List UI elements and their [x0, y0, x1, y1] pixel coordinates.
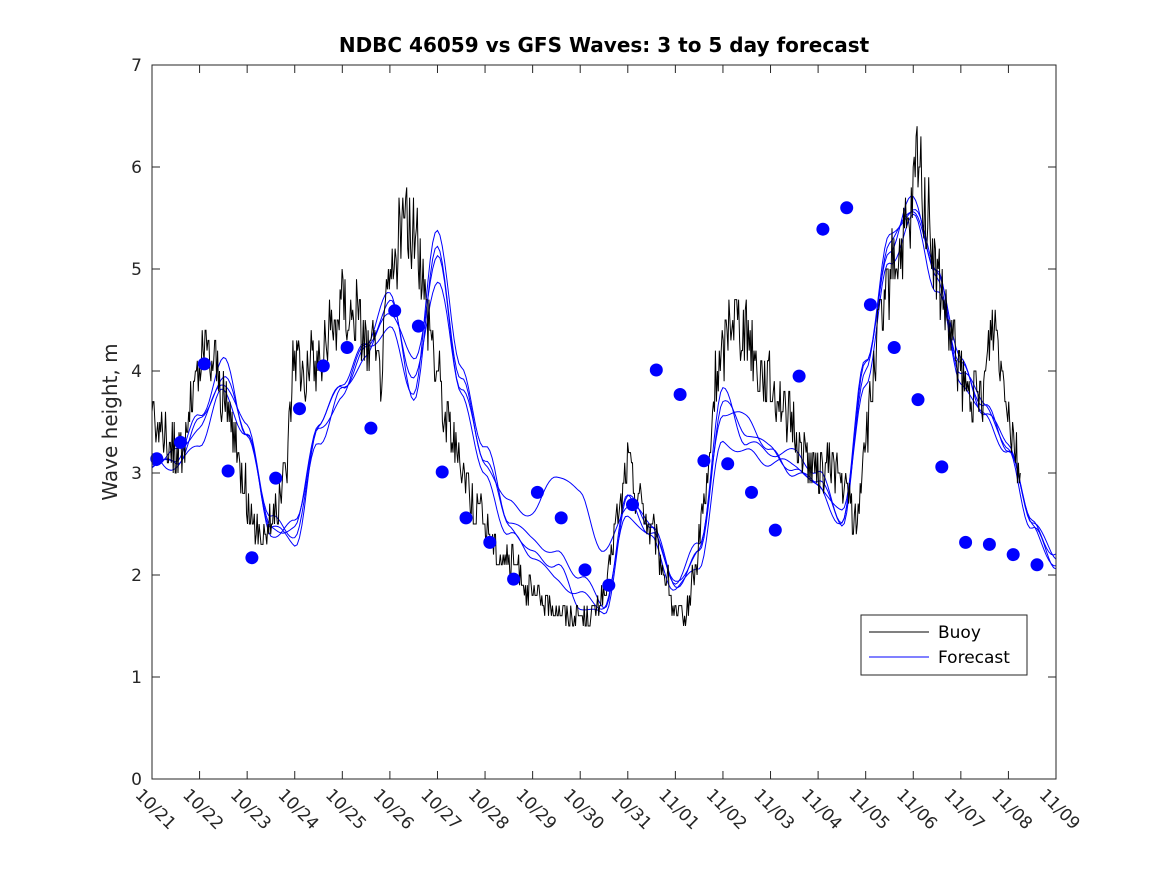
- forecast-marker: [364, 421, 378, 435]
- y-tick-label: 5: [131, 260, 142, 280]
- x-tick-label: 10/27: [416, 785, 465, 834]
- legend-buoy-label: Buoy: [938, 623, 981, 643]
- x-tick-label: 10/26: [369, 785, 418, 834]
- y-tick-label: 0: [131, 770, 142, 790]
- forecast-marker: [673, 388, 687, 401]
- y-tick-label: 2: [131, 566, 142, 586]
- forecast-marker: [388, 304, 402, 318]
- forecast-marker: [982, 537, 996, 551]
- x-tick-label: 10/31: [607, 785, 656, 834]
- forecast-marker: [578, 563, 592, 577]
- forecast-marker: [768, 523, 782, 537]
- x-tick-label: 11/02: [702, 785, 751, 834]
- forecast-marker: [340, 341, 354, 354]
- y-axis-title: Wave height, m: [98, 343, 122, 500]
- forecast-marker: [792, 369, 806, 383]
- forecast-marker: [483, 535, 497, 549]
- forecast-marker: [245, 551, 259, 565]
- forecast-marker: [863, 298, 877, 312]
- forecast-line: [151, 213, 1057, 610]
- x-tick-label: 10/29: [511, 785, 560, 834]
- forecast-marker: [507, 572, 521, 586]
- x-tick-labels: 10/2110/2210/2310/2410/2510/2610/2710/28…: [131, 785, 1084, 834]
- forecast-marker: [911, 393, 925, 407]
- forecast-marker: [602, 578, 616, 592]
- x-tick-label: 10/23: [226, 785, 275, 834]
- forecast-marker: [721, 457, 735, 471]
- forecast-marker: [626, 498, 639, 512]
- y-tick-label: 3: [131, 464, 142, 484]
- forecast-marker: [150, 452, 164, 466]
- x-tick-label: 11/05: [844, 785, 893, 834]
- legend: Buoy Forecast: [860, 614, 1028, 676]
- forecast-marker: [935, 460, 949, 474]
- x-tick-label: 10/24: [274, 785, 323, 834]
- y-tick-label: 1: [131, 668, 142, 688]
- x-tick-label: 10/21: [131, 785, 180, 834]
- x-tick-label: 11/01: [654, 785, 703, 834]
- axis-ticks: [151, 64, 1057, 780]
- x-tick-label: 11/03: [749, 785, 798, 834]
- y-tick-label: 6: [131, 158, 142, 178]
- forecast-marker: [459, 511, 473, 525]
- x-tick-label: 11/04: [797, 785, 846, 834]
- forecast-marker: [316, 359, 330, 373]
- forecast-marker: [197, 357, 211, 371]
- plot-frame: [151, 64, 1057, 780]
- legend-box: [860, 614, 1028, 676]
- forecast-marker: [745, 485, 758, 499]
- forecast-marker: [269, 471, 283, 485]
- forecast-marker: [887, 341, 901, 354]
- forecast-marker: [959, 535, 973, 549]
- forecast-marker: [697, 454, 711, 468]
- x-tick-label: 11/08: [987, 785, 1036, 834]
- x-tick-label: 11/09: [1035, 785, 1084, 834]
- forecast-marker: [435, 465, 449, 479]
- y-tick-label: 4: [131, 362, 142, 382]
- x-tick-label: 10/25: [321, 785, 370, 834]
- forecast-marker: [1030, 558, 1044, 572]
- x-tick-label: 10/22: [178, 785, 227, 834]
- forecast-marker: [554, 511, 568, 525]
- x-tick-label: 11/06: [892, 785, 941, 834]
- forecast-marker: [1006, 548, 1020, 562]
- y-tick-label: 7: [131, 56, 142, 76]
- forecast-marker: [221, 464, 235, 478]
- chart-title: NDBC 46059 vs GFS Waves: 3 to 5 day fore…: [339, 33, 870, 57]
- forecast-marker: [174, 435, 187, 449]
- forecast-marker: [411, 319, 425, 333]
- x-tick-label: 10/30: [559, 785, 608, 834]
- x-tick-label: 10/28: [464, 785, 513, 834]
- x-tick-label: 11/07: [940, 785, 989, 834]
- forecast-markers: [150, 201, 1044, 592]
- forecast-marker: [840, 201, 854, 215]
- forecast-marker: [293, 402, 306, 416]
- forecast-marker: [530, 485, 544, 499]
- forecast-marker: [816, 222, 830, 236]
- legend-forecast-label: Forecast: [938, 648, 1010, 668]
- forecast-marker: [649, 363, 663, 377]
- y-tick-labels: 0 1 2 3 4 5 6 7: [131, 56, 142, 790]
- buoy-series-line: [151, 126, 1021, 627]
